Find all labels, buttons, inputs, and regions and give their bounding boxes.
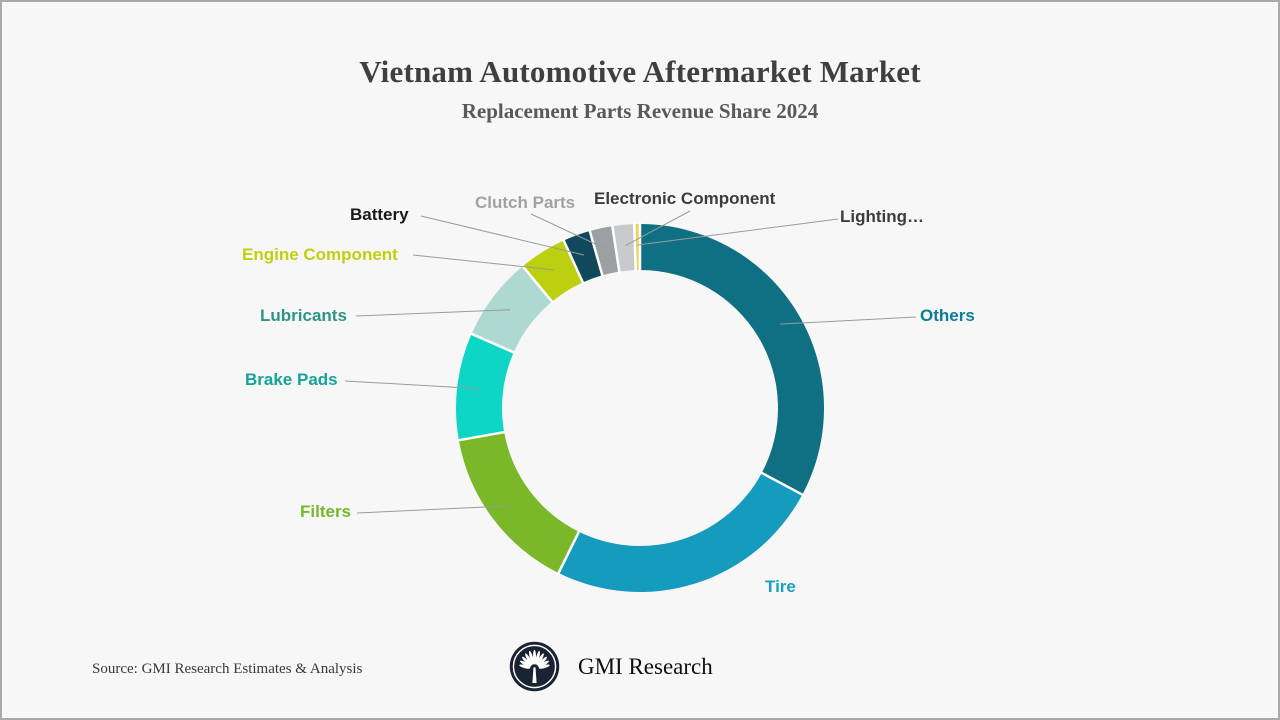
page-title: Vietnam Automotive Aftermarket Market bbox=[359, 54, 921, 89]
slice-label-brake-pads: Brake Pads bbox=[245, 370, 338, 389]
gmi-logo-icon bbox=[509, 641, 560, 692]
slice-label-others: Others bbox=[920, 306, 975, 325]
slice-label-tire: Tire bbox=[765, 577, 796, 596]
slice-label-lubricants: Lubricants bbox=[260, 306, 347, 325]
brand-block: GMI Research bbox=[507, 639, 713, 694]
slice-label-engine-component: Engine Component bbox=[242, 245, 398, 264]
brand-name: GMI Research bbox=[578, 653, 713, 679]
slice-label-battery: Battery bbox=[350, 205, 409, 224]
slice-label-clutch-parts: Clutch Parts bbox=[475, 193, 576, 212]
source-note: Source: GMI Research Estimates & Analysi… bbox=[92, 661, 363, 677]
slice-label-filters: Filters bbox=[300, 502, 352, 521]
page-subtitle: Replacement Parts Revenue Share 2024 bbox=[461, 99, 819, 123]
slice-label-electronic-component: Electronic Component bbox=[594, 189, 776, 208]
slice-label-lighting: Lighting… bbox=[840, 207, 925, 226]
